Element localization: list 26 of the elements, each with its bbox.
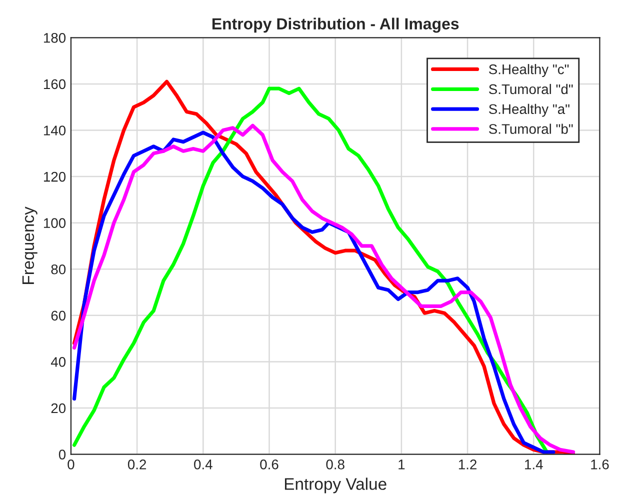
x-tick-label: 1.4 [525,460,543,470]
x-axis-title: Entropy Value [284,478,386,494]
x-tick-label: 1.6 [591,460,609,470]
x-tick-label: 0.4 [194,460,212,470]
legend-label: S.Tumoral "b" [488,124,573,134]
legend-label: S.Healthy "a" [488,104,570,117]
y-tick-label: 80 [51,264,66,274]
y-tick-label: 20 [51,403,66,414]
y-tick-label: 100 [44,218,66,228]
y-tick-label: 120 [44,172,66,182]
x-tick-label: 0.2 [128,460,146,470]
y-tick-label: 40 [50,357,66,367]
x-tick-label: 0.8 [326,460,344,470]
x-tick-label: 1.2 [458,460,476,470]
y-tick-label: 140 [44,126,66,136]
x-tick-label: 0.6 [260,460,278,470]
x-tick-label: 0 [68,460,74,470]
legend-label: S.Healthy "c" [488,64,569,77]
legend-label: S.Tumoral "d" [488,84,573,94]
chart-title: Entropy Distribution - All Images [212,18,459,33]
y-tick-label: 0 [58,450,66,460]
y-axis-title: Frequency [22,206,38,284]
y-tick-label: 60 [51,310,66,321]
y-tick-label: 160 [44,79,66,90]
x-tick-label: 1 [398,460,405,470]
y-tick-label: 180 [44,32,66,43]
